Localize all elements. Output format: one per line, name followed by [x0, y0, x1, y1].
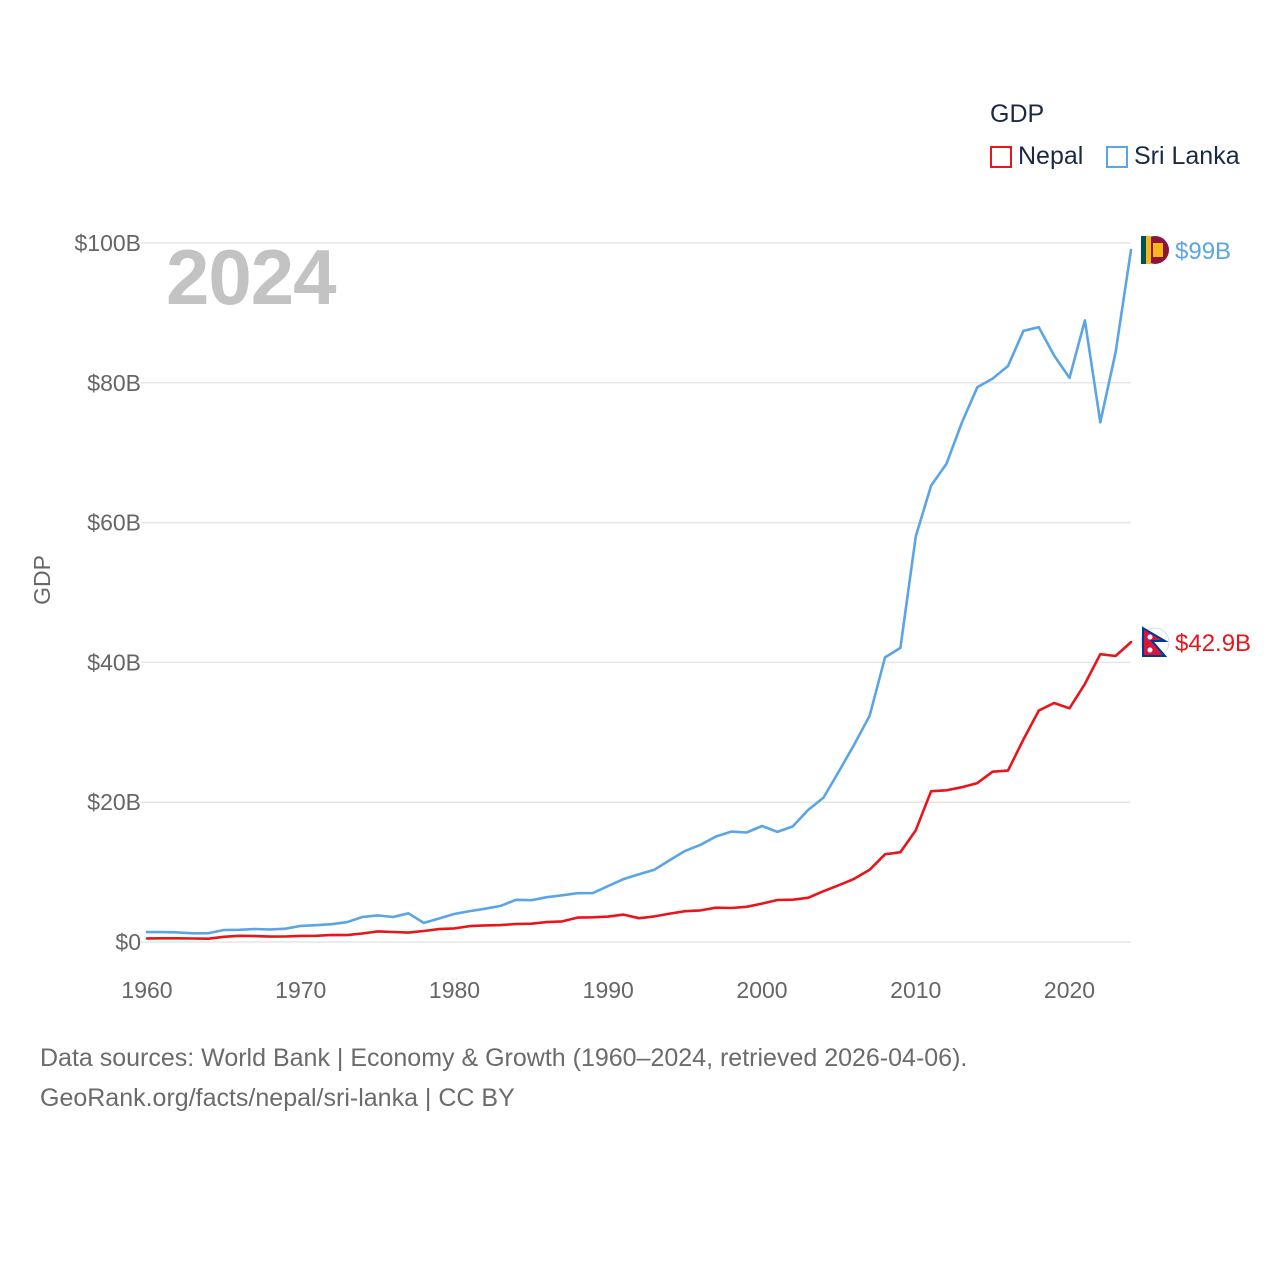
legend-item-sri-lanka[interactable]: Sri Lanka — [1106, 142, 1240, 171]
nepal-flag-moon — [1147, 634, 1153, 640]
y-tick-label: $60B — [87, 510, 141, 536]
x-tick-label: 2010 — [890, 977, 941, 1003]
y-axis-label: GDP — [29, 555, 55, 605]
sri-lanka-flag-stripe-green — [1141, 235, 1146, 264]
sri-lanka-flag-stripe-orange — [1146, 235, 1151, 264]
legend-label-nepal: Nepal — [1018, 142, 1084, 170]
footer-attribution[interactable]: GeoRank.org/facts/nepal/sri-lanka | CC B… — [40, 1084, 515, 1112]
y-tick-label: $0 — [115, 929, 141, 955]
legend-item-nepal[interactable]: Nepal — [990, 142, 1083, 171]
series-line-sri-lanka — [145, 248, 1133, 935]
legend-swatch-sri-lanka — [1106, 145, 1128, 168]
nepal-flag-sun — [1147, 647, 1153, 653]
x-tick-label: 1980 — [429, 977, 480, 1003]
y-tick-label: $80B — [87, 370, 141, 396]
y-tick-label: $40B — [87, 649, 141, 675]
x-tick-label: 2000 — [736, 977, 787, 1003]
x-tick-label: 1960 — [121, 977, 172, 1003]
x-tick-label: 1990 — [583, 977, 634, 1003]
end-label-sri-lanka: $99B — [1175, 238, 1231, 265]
end-label-nepal: $42.9B — [1175, 630, 1251, 657]
year-watermark: 2024 — [166, 233, 337, 321]
series-line-nepal — [145, 640, 1133, 941]
x-tick-label: 1970 — [275, 977, 326, 1003]
footer-sources: Data sources: World Bank | Economy & Gro… — [40, 1044, 968, 1072]
legend-title: GDP — [990, 100, 1045, 128]
x-tick-label: 2020 — [1044, 977, 1095, 1003]
sri-lanka-flag-lion — [1153, 242, 1163, 257]
y-tick-label: $20B — [87, 789, 141, 815]
y-tick-label: $100B — [74, 230, 141, 256]
legend-label-sri-lanka: Sri Lanka — [1134, 142, 1240, 170]
legend-swatch-nepal — [990, 145, 1012, 168]
